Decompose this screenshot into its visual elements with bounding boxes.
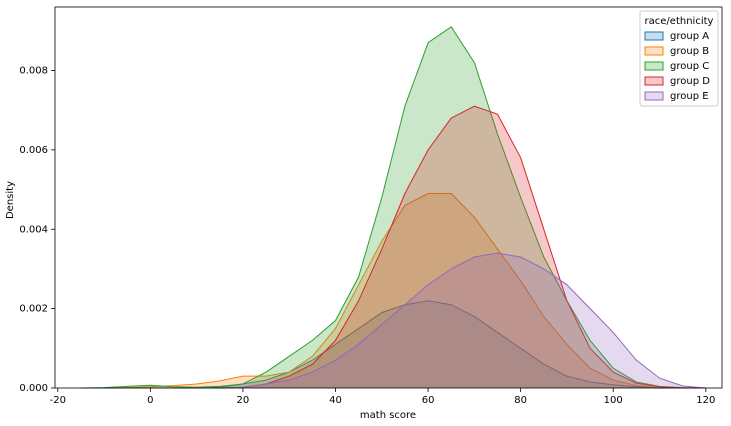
legend-label: group A xyxy=(670,31,709,42)
x-tick-label: 20 xyxy=(237,395,250,406)
legend-swatch xyxy=(644,76,664,86)
legend-swatch xyxy=(644,31,664,41)
legend-label: group C xyxy=(670,61,709,72)
x-tick-label: 60 xyxy=(422,395,435,406)
legend-swatch xyxy=(644,46,664,56)
x-tick-label: 80 xyxy=(514,395,527,406)
x-tick-label: 100 xyxy=(604,395,623,406)
y-tick-label: 0.006 xyxy=(19,145,48,156)
y-tick-label: 0.002 xyxy=(19,304,48,315)
legend-box xyxy=(639,10,719,107)
density-area xyxy=(80,106,706,388)
legend-label: group B xyxy=(670,46,709,57)
density-area xyxy=(80,26,706,389)
y-tick-label: 0.004 xyxy=(19,224,48,235)
legend-swatch xyxy=(644,91,664,101)
density-area xyxy=(80,253,706,388)
x-tick-label: 40 xyxy=(329,395,342,406)
plot-frame xyxy=(54,6,723,389)
density-line xyxy=(80,26,706,389)
density-area xyxy=(80,300,706,388)
legend-label: group E xyxy=(670,91,709,102)
legend-title: race/ethnicity xyxy=(645,16,714,27)
legend-swatch xyxy=(644,61,664,71)
density-area xyxy=(80,193,706,388)
y-tick-label: 0.008 xyxy=(19,66,48,77)
y-tick-label: 0.000 xyxy=(19,383,48,394)
x-tick-label: -20 xyxy=(50,395,66,406)
x-axis-label: math score xyxy=(360,410,416,421)
density-line xyxy=(80,193,706,389)
x-tick-label: 0 xyxy=(147,395,153,406)
y-axis-label: Density xyxy=(5,181,16,219)
legend-label: group D xyxy=(670,76,710,87)
x-tick-label: 120 xyxy=(696,395,715,406)
